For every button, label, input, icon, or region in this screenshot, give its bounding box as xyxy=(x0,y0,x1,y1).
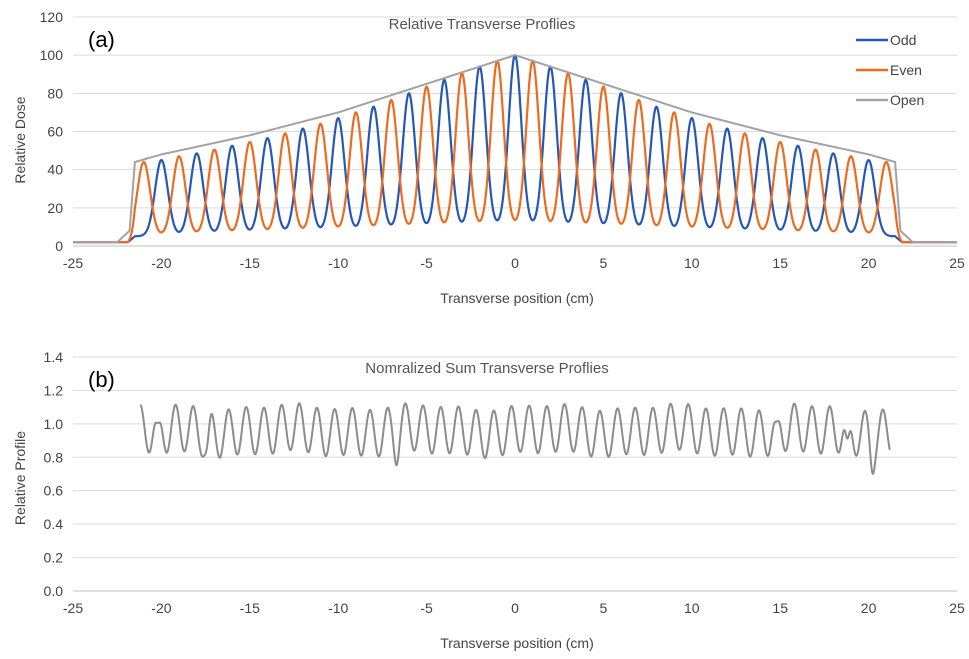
panel-b-x-axis-title: Transverse position (cm) xyxy=(440,635,594,651)
panel-a-y-tick-label: 60 xyxy=(47,124,63,140)
panel-b-y-axis-title: Relative Profile xyxy=(12,431,28,525)
panel-b-y-tick-label: 0.4 xyxy=(44,516,64,532)
panel-b-grid xyxy=(73,356,957,592)
panel-a-y-tick-label: 120 xyxy=(40,9,64,25)
legend-label-even: Even xyxy=(890,62,922,78)
series-line-odd xyxy=(73,53,957,244)
panel-a-y-tick-label: 0 xyxy=(55,238,63,254)
panel-b-x-tick-label: 15 xyxy=(772,600,788,616)
panel-b-y-tick-label: 0.6 xyxy=(44,483,64,499)
series-line-normalized-sum xyxy=(139,402,891,476)
panel-a-tick-labels: 0 20 40 60 80 100 120 -25 -20 -15 -10 -5 0 5 10 15 20 25 xyxy=(40,9,965,271)
panel-b-label: (b) xyxy=(88,367,115,392)
panel-b-x-tick-label: 5 xyxy=(600,600,608,616)
panel-b-x-tick-label: -15 xyxy=(240,600,260,616)
panel-b-x-tick-label: 10 xyxy=(684,600,700,616)
panel-b-y-tick-label: 1.4 xyxy=(44,349,64,365)
panel-b-y-tick-label: 1.0 xyxy=(44,416,64,432)
panel-a-x-tick-label: 0 xyxy=(511,255,519,271)
panel-a-x-tick-label: -10 xyxy=(328,255,348,271)
panel-a-x-tick-label: -25 xyxy=(63,255,83,271)
panel-a-y-tick-label: 80 xyxy=(47,85,63,101)
panel-a-x-tick-label: -20 xyxy=(151,255,171,271)
panel-a-y-tick-label: 20 xyxy=(47,200,63,216)
panel-a-x-tick-label: 25 xyxy=(949,255,965,271)
panel-a-label: (a) xyxy=(88,27,115,52)
legend-label-open: Open xyxy=(890,92,924,108)
panel-b-series xyxy=(139,402,891,476)
panel-a-x-tick-label: 15 xyxy=(772,255,788,271)
panel-b-y-tick-label: 1.2 xyxy=(44,382,64,398)
panel-b-x-tick-label: -5 xyxy=(420,600,433,616)
panel-a-x-tick-label: 5 xyxy=(600,255,608,271)
panel-b-title: Nomralized Sum Transverse Proflies xyxy=(365,360,608,377)
panel-b-x-tick-label: -10 xyxy=(328,600,348,616)
panel-a-x-tick-label: 10 xyxy=(684,255,700,271)
panel-b-y-tick-label: 0.2 xyxy=(44,550,64,566)
panel-b-x-tick-label: 25 xyxy=(949,600,965,616)
panel-a-y-axis-title: Relative Dose xyxy=(12,96,28,183)
panel-b-x-tick-label: -20 xyxy=(151,600,171,616)
panel-b-y-tick-label: 0.8 xyxy=(44,449,64,465)
panel-b-y-tick-label: 0.0 xyxy=(44,583,64,599)
legend-label-odd: Odd xyxy=(890,32,916,48)
panel-a-grid xyxy=(73,16,957,247)
panel-a-series xyxy=(73,53,957,244)
panel-a-x-tick-label: 20 xyxy=(861,255,877,271)
panel-b-x-tick-label: 20 xyxy=(861,600,877,616)
series-line-even xyxy=(73,59,957,244)
panel-a-x-tick-label: -5 xyxy=(420,255,433,271)
series-line-open xyxy=(73,54,957,244)
panel-a-x-tick-label: -15 xyxy=(240,255,260,271)
panel-a-title: Relative Transverse Proflies xyxy=(389,16,576,33)
panel-b: 0.0 0.2 0.4 0.6 0.8 1.0 1.2 1.4 -25 -20 -15 -10 -5 0 5… xyxy=(12,349,965,651)
panel-a-legend: Odd Even Open xyxy=(856,32,924,108)
panel-a-y-tick-label: 40 xyxy=(47,162,63,178)
panel-b-x-tick-label: 0 xyxy=(511,600,519,616)
panel-b-tick-labels: 0.0 0.2 0.4 0.6 0.8 1.0 1.2 1.4 -25 -20 -15 -10 -5 0 5… xyxy=(44,349,965,616)
panel-b-x-tick-label: -25 xyxy=(63,600,83,616)
panel-a-x-axis-title: Transverse position (cm) xyxy=(440,290,594,306)
panel-a-y-tick-label: 100 xyxy=(40,47,64,63)
